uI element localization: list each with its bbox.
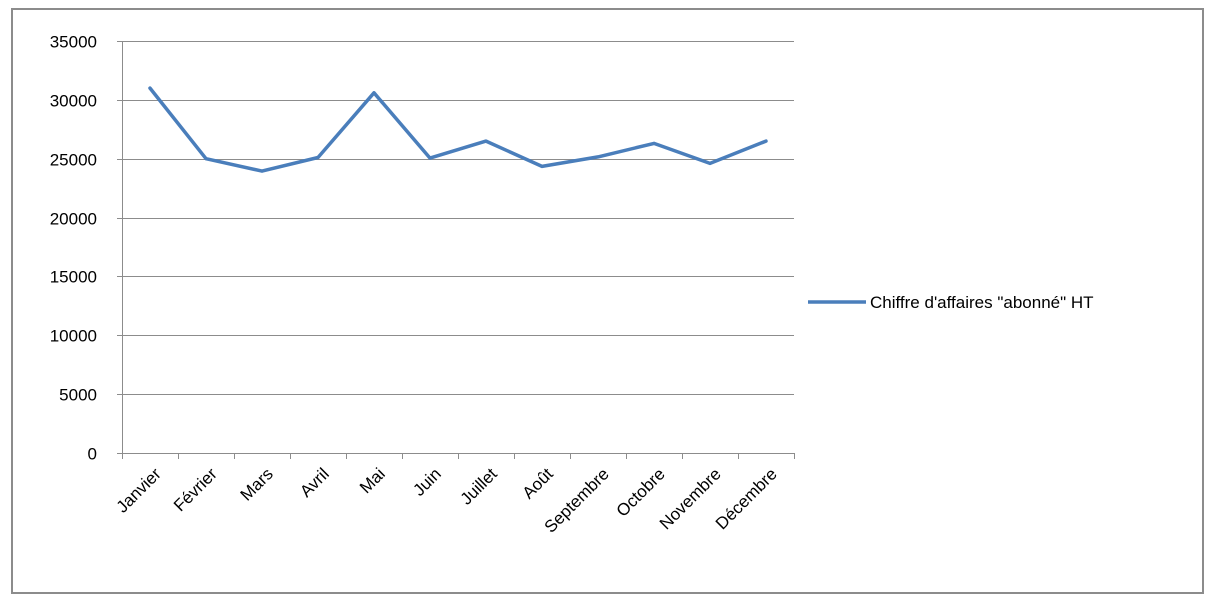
x-tick-label: Février <box>170 464 221 515</box>
x-tick-label: Août <box>519 464 557 502</box>
y-tick-label: 25000 <box>50 151 97 170</box>
data-point <box>316 156 320 160</box>
data-point <box>540 164 544 168</box>
legend: Chiffre d'affaires "abonné" HT <box>808 293 1094 312</box>
data-point <box>204 157 208 161</box>
data-point <box>428 156 432 160</box>
y-tick-label: 10000 <box>50 327 97 346</box>
y-tick-label: 15000 <box>50 268 97 287</box>
y-tick-labels: 0 5000 10000 15000 20000 25000 30000 35000 <box>50 33 97 464</box>
data-point <box>596 155 600 159</box>
x-tick-label: Avril <box>296 464 333 501</box>
x-tick-label: Octobre <box>613 464 669 520</box>
data-point <box>652 141 656 145</box>
legend-label: Chiffre d'affaires "abonné" HT <box>870 293 1094 312</box>
x-tick-label: Janvier <box>113 464 165 516</box>
data-point <box>484 139 488 143</box>
x-tick-label: Décembre <box>712 464 781 533</box>
x-tick-label: Juillet <box>457 464 501 508</box>
series-line <box>148 86 768 173</box>
y-tick-label: 5000 <box>59 386 97 405</box>
series-group <box>148 86 768 173</box>
data-point <box>764 139 768 143</box>
gridlines <box>122 41 794 395</box>
data-point <box>148 86 152 90</box>
y-tick-label: 35000 <box>50 33 97 52</box>
data-point <box>708 161 712 165</box>
x-tick-labels: Janvier Février Mars Avril Mai Juin Juillet Aoû… <box>113 464 781 536</box>
x-tick-label: Juin <box>409 464 444 499</box>
data-point <box>260 169 264 173</box>
x-tick-label: Mars <box>237 464 277 504</box>
y-tick-label: 20000 <box>50 210 97 229</box>
axes <box>117 41 795 459</box>
x-tick-label: Mai <box>356 464 389 497</box>
y-tick-label: 30000 <box>50 92 97 111</box>
y-tick-label: 0 <box>88 445 97 464</box>
chart-frame <box>11 8 1204 594</box>
data-point <box>372 91 376 95</box>
